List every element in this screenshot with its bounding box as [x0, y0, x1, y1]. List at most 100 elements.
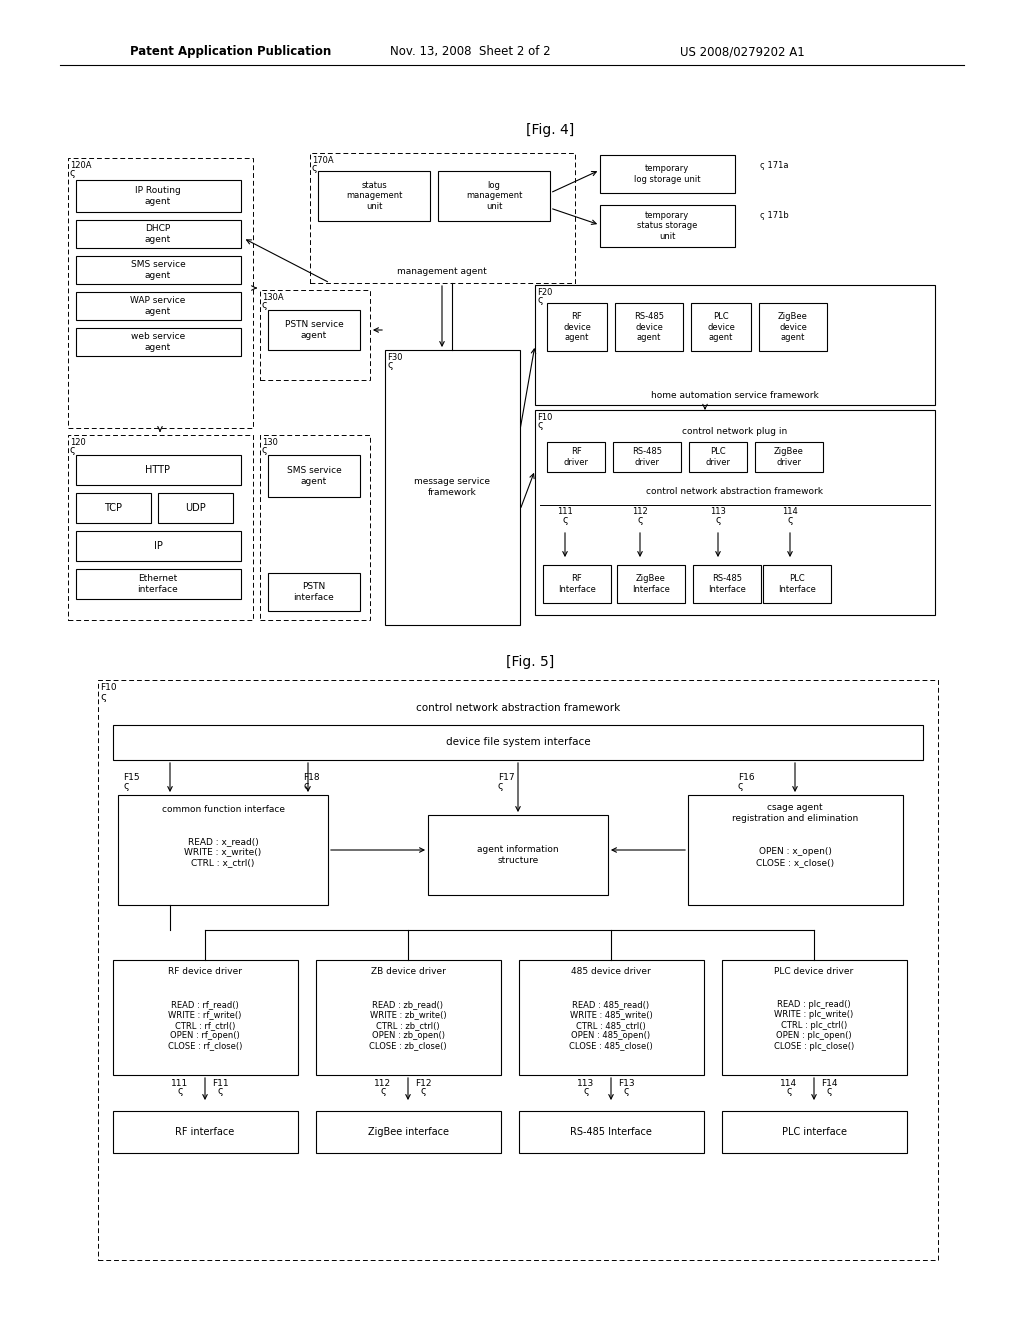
- Text: US 2008/0279202 A1: US 2008/0279202 A1: [680, 45, 805, 58]
- Text: PLC
driver: PLC driver: [706, 447, 730, 467]
- Text: ς: ς: [637, 515, 643, 525]
- Bar: [68, 158, 253, 428]
- Bar: [428, 814, 608, 895]
- Text: F13: F13: [617, 1078, 634, 1088]
- Text: ς: ς: [262, 445, 267, 455]
- Text: ZigBee interface: ZigBee interface: [368, 1127, 449, 1137]
- Text: ς: ς: [786, 1086, 792, 1096]
- Text: RS-485
device
agent: RS-485 device agent: [634, 312, 664, 342]
- Text: PLC interface: PLC interface: [781, 1127, 847, 1137]
- Bar: [519, 1111, 705, 1152]
- Bar: [76, 180, 241, 213]
- Text: 120: 120: [70, 438, 86, 447]
- Text: PLC
device
agent: PLC device agent: [707, 312, 735, 342]
- Bar: [688, 795, 903, 906]
- Text: 111: 111: [171, 1078, 188, 1088]
- Text: PLC device driver: PLC device driver: [774, 968, 854, 977]
- Text: [Fig. 4]: [Fig. 4]: [526, 123, 574, 137]
- Text: ς 171a: ς 171a: [760, 161, 788, 169]
- Text: ς: ς: [738, 781, 743, 791]
- Text: 114: 114: [782, 507, 798, 516]
- Bar: [76, 531, 241, 561]
- Bar: [76, 455, 241, 484]
- Text: 113: 113: [578, 1078, 595, 1088]
- Text: F12: F12: [415, 1078, 431, 1088]
- Text: ZigBee
device
agent: ZigBee device agent: [778, 312, 808, 342]
- Bar: [438, 172, 550, 220]
- Bar: [76, 327, 241, 356]
- Text: ς: ς: [217, 1086, 223, 1096]
- Bar: [613, 442, 681, 473]
- Bar: [722, 960, 907, 1074]
- Text: ς: ς: [387, 360, 393, 370]
- Text: F17: F17: [498, 774, 515, 783]
- Text: HTTP: HTTP: [145, 465, 171, 475]
- Bar: [600, 154, 735, 193]
- Bar: [268, 573, 360, 611]
- Text: F10: F10: [537, 413, 552, 422]
- Bar: [689, 442, 746, 473]
- Text: SMS service
agent: SMS service agent: [131, 260, 185, 280]
- Text: log
management
unit: log management unit: [466, 181, 522, 211]
- Text: 111: 111: [557, 507, 572, 516]
- Text: ς: ς: [303, 781, 309, 791]
- Text: RS-485
driver: RS-485 driver: [632, 447, 662, 467]
- Text: F11: F11: [212, 1078, 228, 1088]
- Text: ς: ς: [70, 168, 76, 178]
- Text: ς: ς: [70, 445, 76, 455]
- Bar: [98, 680, 938, 1261]
- Text: 485 device driver: 485 device driver: [571, 968, 651, 977]
- Text: 112: 112: [375, 1078, 391, 1088]
- Text: ς: ς: [715, 515, 721, 525]
- Text: READ : plc_read()
WRITE : plc_write()
CTRL : plc_ctrl()
OPEN : plc_open()
CLOSE : READ : plc_read() WRITE : plc_write() CT…: [774, 1001, 854, 1051]
- Text: ς: ς: [537, 294, 543, 305]
- Bar: [535, 285, 935, 405]
- Text: ς: ς: [787, 515, 793, 525]
- Bar: [268, 310, 360, 350]
- Text: RS-485 Interface: RS-485 Interface: [570, 1127, 652, 1137]
- Bar: [113, 960, 298, 1074]
- Text: [Fig. 5]: [Fig. 5]: [506, 655, 554, 669]
- Text: READ : zb_read()
WRITE : zb_write()
CTRL : zb_ctrl()
OPEN : zb_open()
CLOSE : zb: READ : zb_read() WRITE : zb_write() CTRL…: [370, 1001, 446, 1051]
- Text: ς: ς: [312, 162, 317, 173]
- Text: UDP: UDP: [184, 503, 206, 513]
- Bar: [113, 725, 923, 760]
- Text: ς: ς: [583, 1086, 589, 1096]
- Bar: [385, 350, 520, 624]
- Text: common function interface: common function interface: [162, 804, 285, 813]
- Text: F20: F20: [537, 288, 552, 297]
- Text: 120A: 120A: [70, 161, 91, 170]
- Text: TCP: TCP: [104, 503, 122, 513]
- Text: READ : rf_read()
WRITE : rf_write()
CTRL : rf_ctrl()
OPEN : rf_open()
CLOSE : rf: READ : rf_read() WRITE : rf_write() CTRL…: [168, 1001, 243, 1051]
- Text: F14: F14: [821, 1078, 838, 1088]
- Bar: [316, 960, 501, 1074]
- Text: F16: F16: [738, 774, 755, 783]
- Text: RF
driver: RF driver: [563, 447, 589, 467]
- Text: Patent Application Publication: Patent Application Publication: [130, 45, 331, 58]
- Bar: [600, 205, 735, 247]
- Text: ς: ς: [498, 781, 504, 791]
- Text: F30: F30: [387, 352, 402, 362]
- Bar: [68, 436, 253, 620]
- Text: RS-485
Interface: RS-485 Interface: [708, 574, 745, 594]
- Text: F10: F10: [100, 682, 117, 692]
- Text: ς: ς: [123, 781, 129, 791]
- Text: agent information
structure: agent information structure: [477, 845, 559, 865]
- Text: ς: ς: [380, 1086, 386, 1096]
- Text: ς: ς: [537, 420, 543, 430]
- Bar: [76, 569, 241, 599]
- Text: ς: ς: [562, 515, 568, 525]
- Text: csage agent
registration and elimination: csage agent registration and elimination: [732, 804, 858, 822]
- Bar: [535, 411, 935, 615]
- Text: READ : x_read()
WRITE : x_write()
CTRL : x_ctrl(): READ : x_read() WRITE : x_write() CTRL :…: [184, 837, 261, 867]
- Text: IP: IP: [154, 541, 163, 550]
- Text: 113: 113: [710, 507, 726, 516]
- Bar: [268, 455, 360, 498]
- Bar: [691, 304, 751, 351]
- Bar: [759, 304, 827, 351]
- Bar: [318, 172, 430, 220]
- Text: WAP service
agent: WAP service agent: [130, 296, 185, 315]
- Text: ZigBee
driver: ZigBee driver: [774, 447, 804, 467]
- Bar: [693, 565, 761, 603]
- Bar: [118, 795, 328, 906]
